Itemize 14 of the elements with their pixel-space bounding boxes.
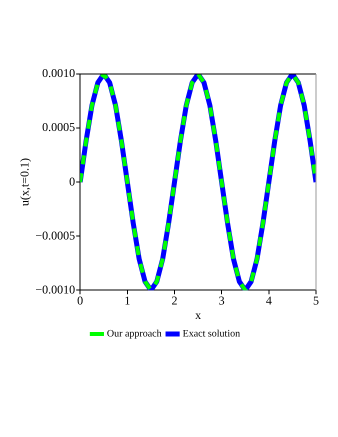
y-axis-title: u(x,t=0.1)	[17, 158, 32, 206]
x-axis-title: x	[195, 308, 202, 322]
x-tick-label: 4	[266, 294, 272, 308]
y-tick-label: −0.0005	[35, 228, 76, 242]
x-tick-label: 1	[124, 294, 130, 308]
x-tick-label: 2	[172, 294, 178, 308]
x-tick-label: 5	[313, 294, 319, 308]
x-tick-label: 3	[218, 294, 225, 308]
legend-label: Our approach	[106, 328, 162, 340]
y-tick-label: 0	[69, 174, 76, 188]
legend-label: Exact solution	[182, 328, 240, 340]
y-tick-label: 0.0010	[42, 66, 76, 80]
y-tick-label: 0.0005	[42, 120, 76, 134]
y-tick-label: −0.0010	[35, 282, 76, 296]
